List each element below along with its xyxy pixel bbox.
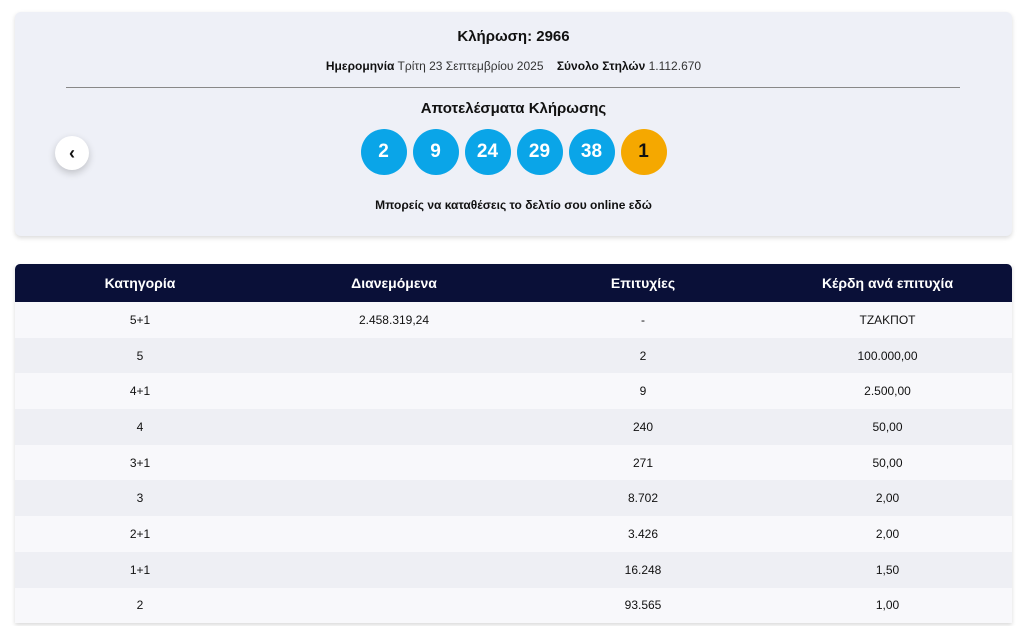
ball: 38 <box>568 129 615 175</box>
table-cell: 5 <box>15 337 265 374</box>
ball: 24 <box>464 129 511 175</box>
previous-button[interactable]: ‹ <box>55 136 89 170</box>
table-cell <box>265 409 523 445</box>
table-cell <box>265 373 523 410</box>
table-cell: ΤΖΑΚΠΟΤ <box>763 302 1012 338</box>
table-row: 5+1 2.458.319,24- ΤΖΑΚΠΟΤ <box>15 302 1012 338</box>
table-cell: 1,00 <box>763 587 1012 624</box>
table-cell: 3.426 <box>523 516 763 552</box>
results-title: Αποτελέσματα Κλήρωσης <box>420 100 607 117</box>
table-cell: 50,00 <box>763 444 1012 481</box>
results-card: Κλήρωση: 2966 Ημερομηνία Τρίτη 23 Σεπτεμ… <box>15 12 1012 236</box>
table-cell: 1,50 <box>763 551 1012 588</box>
table-cell: 1+1 <box>15 551 265 588</box>
table-cell: - <box>523 302 763 338</box>
table-cell: 2.500,00 <box>763 373 1012 410</box>
table-cell: 2.458.319,24 <box>265 302 523 338</box>
table-cell: 2 <box>523 337 763 374</box>
date-label: Ημερομηνία <box>325 59 395 73</box>
table-row: 4+1 9 2.500,00 <box>15 373 1012 410</box>
table-cell: 2 <box>15 587 265 624</box>
column-header: Διανεμόμενα <box>265 264 523 302</box>
column-header: Κέρδη ανά επιτυχία <box>763 264 1012 302</box>
table-row: 1+1 16.248 1,50 <box>15 551 1012 588</box>
table-row: 5 2 100.000,00 <box>15 337 1012 374</box>
bonus-ball: 1 <box>620 129 667 175</box>
table-cell: 5+1 <box>15 302 265 338</box>
columns: 1.112.670 <box>648 59 702 73</box>
table-cell <box>265 337 523 374</box>
header-row: Κατηγορία Διανεμόμενα Επιτυχίες Κέρδη ανά ε… <box>15 264 1012 302</box>
table-row: 2+1 3.426 2,00 <box>15 516 1012 552</box>
table-cell: 2,00 <box>763 516 1012 552</box>
table-cell: 93.565 <box>523 587 763 624</box>
online-note[interactable]: Μπορείς να καταθέσεις το δελτίο σου onli… <box>375 198 652 212</box>
column-header: Κατηγορία <box>15 264 265 302</box>
table-cell <box>265 516 523 552</box>
table-cell <box>265 480 523 517</box>
table-row: 4 240 50,00 <box>15 409 1012 445</box>
ball: 2 <box>360 129 407 175</box>
table-cell: 271 <box>523 444 763 481</box>
table-cell: 240 <box>523 409 763 445</box>
table-cell: 16.248 <box>523 551 763 588</box>
table-cell: 50,00 <box>763 409 1012 445</box>
draw-title: Κλήρωση: 2966 <box>457 28 570 45</box>
table-body: 5+1 2.458.319,24- ΤΖΑΚΠΟΤ 5 2 100.000,00 4+1 9 2… <box>15 302 1012 624</box>
ball: 9 <box>412 129 459 175</box>
columns-label: Σύνολο Στηλών <box>556 59 646 73</box>
table-cell: 3 <box>15 480 265 517</box>
table-cell: 9 <box>523 373 763 410</box>
table-cell <box>265 551 523 588</box>
table-cell <box>265 587 523 624</box>
column-header: Επιτυχίες <box>523 264 763 302</box>
table-cell: 2+1 <box>15 516 265 552</box>
prize-table: Κατηγορία Διανεμόμενα Επιτυχίες Κέρδη ανά ε… <box>15 264 1012 624</box>
table-row: 3+1 271 50,00 <box>15 444 1012 481</box>
date: Τρίτη 23 Σεπτεμβρίου 2025 <box>397 59 544 73</box>
table-cell: 2,00 <box>763 480 1012 517</box>
table-cell: 8.702 <box>523 480 763 517</box>
table-cell <box>265 444 523 481</box>
table-cell: 3+1 <box>15 444 265 481</box>
draw-info: Ημερομηνία Τρίτη 23 Σεπτεμβρίου 2025 Σύν… <box>15 59 1012 73</box>
table-cell: 4 <box>15 409 265 445</box>
ball: 29 <box>516 129 563 175</box>
divider <box>66 87 960 88</box>
table-row: 3 8.702 2,00 <box>15 480 1012 517</box>
table-cell: 100.000,00 <box>763 337 1012 374</box>
ball-row: 2 9 24 29 38 1 <box>15 129 1012 175</box>
table-row: 2 93.565 1,00 <box>15 587 1012 624</box>
table-cell: 4+1 <box>15 373 265 410</box>
